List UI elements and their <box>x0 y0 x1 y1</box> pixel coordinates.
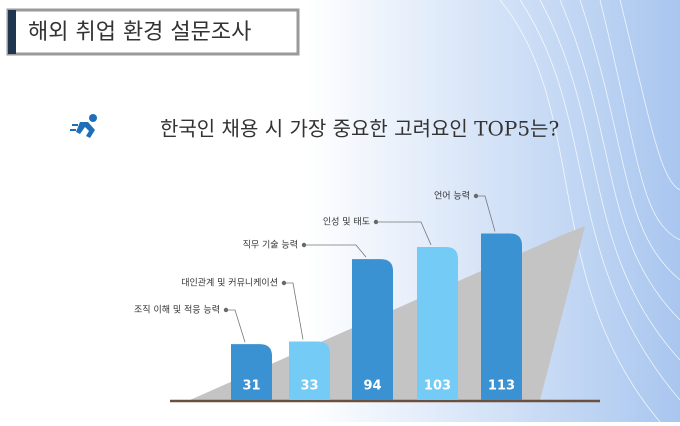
leader-line <box>284 282 304 340</box>
runner-icon <box>70 114 97 138</box>
leader-line <box>226 309 246 343</box>
title-box <box>6 8 300 56</box>
bar <box>417 246 458 400</box>
bar <box>231 344 272 400</box>
value-label: 33 <box>300 379 318 394</box>
chart-title: 한국인 채용 시 가장 중요한 고려요인 TOP5는? <box>160 117 559 141</box>
category-label: 인성 및 태도 <box>323 216 370 228</box>
value-label: 103 <box>424 379 451 394</box>
wave-lines <box>499 0 680 423</box>
leader-line <box>376 221 432 246</box>
slide-title: 해외 취업 환경 설문조사 <box>28 20 251 45</box>
category-label: 직무 기술 능력 <box>243 239 298 251</box>
category-label: 조직 이해 및 적응 능력 <box>134 304 220 316</box>
value-label: 113 <box>488 379 515 394</box>
bar <box>352 259 393 400</box>
value-label: 94 <box>363 379 381 394</box>
bar <box>289 341 330 400</box>
value-label: 31 <box>242 379 260 394</box>
leader-line <box>476 195 496 232</box>
title-accent <box>8 10 16 54</box>
category-label: 대인관계 및 커뮤니케이션 <box>181 277 278 289</box>
leader-line <box>304 244 367 258</box>
bar <box>481 233 522 400</box>
category-label: 언어 능력 <box>434 190 470 202</box>
